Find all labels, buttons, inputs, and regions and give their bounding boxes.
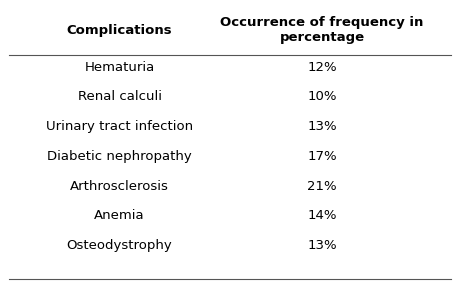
Text: 17%: 17% [307,150,336,163]
Text: Anemia: Anemia [94,209,145,223]
Text: Urinary tract infection: Urinary tract infection [46,120,193,133]
Text: Hematuria: Hematuria [84,61,154,74]
Text: Occurrence of frequency in
percentage: Occurrence of frequency in percentage [220,16,423,44]
Text: Arthrosclerosis: Arthrosclerosis [70,180,168,193]
Text: 12%: 12% [307,61,336,74]
Text: 21%: 21% [307,180,336,193]
Text: 10%: 10% [307,90,336,104]
Text: Renal calculi: Renal calculi [78,90,161,104]
Text: Osteodystrophy: Osteodystrophy [67,239,172,252]
Text: Complications: Complications [67,23,172,37]
Text: Diabetic nephropathy: Diabetic nephropathy [47,150,191,163]
Text: 14%: 14% [307,209,336,223]
Text: 13%: 13% [307,120,336,133]
Text: 13%: 13% [307,239,336,252]
